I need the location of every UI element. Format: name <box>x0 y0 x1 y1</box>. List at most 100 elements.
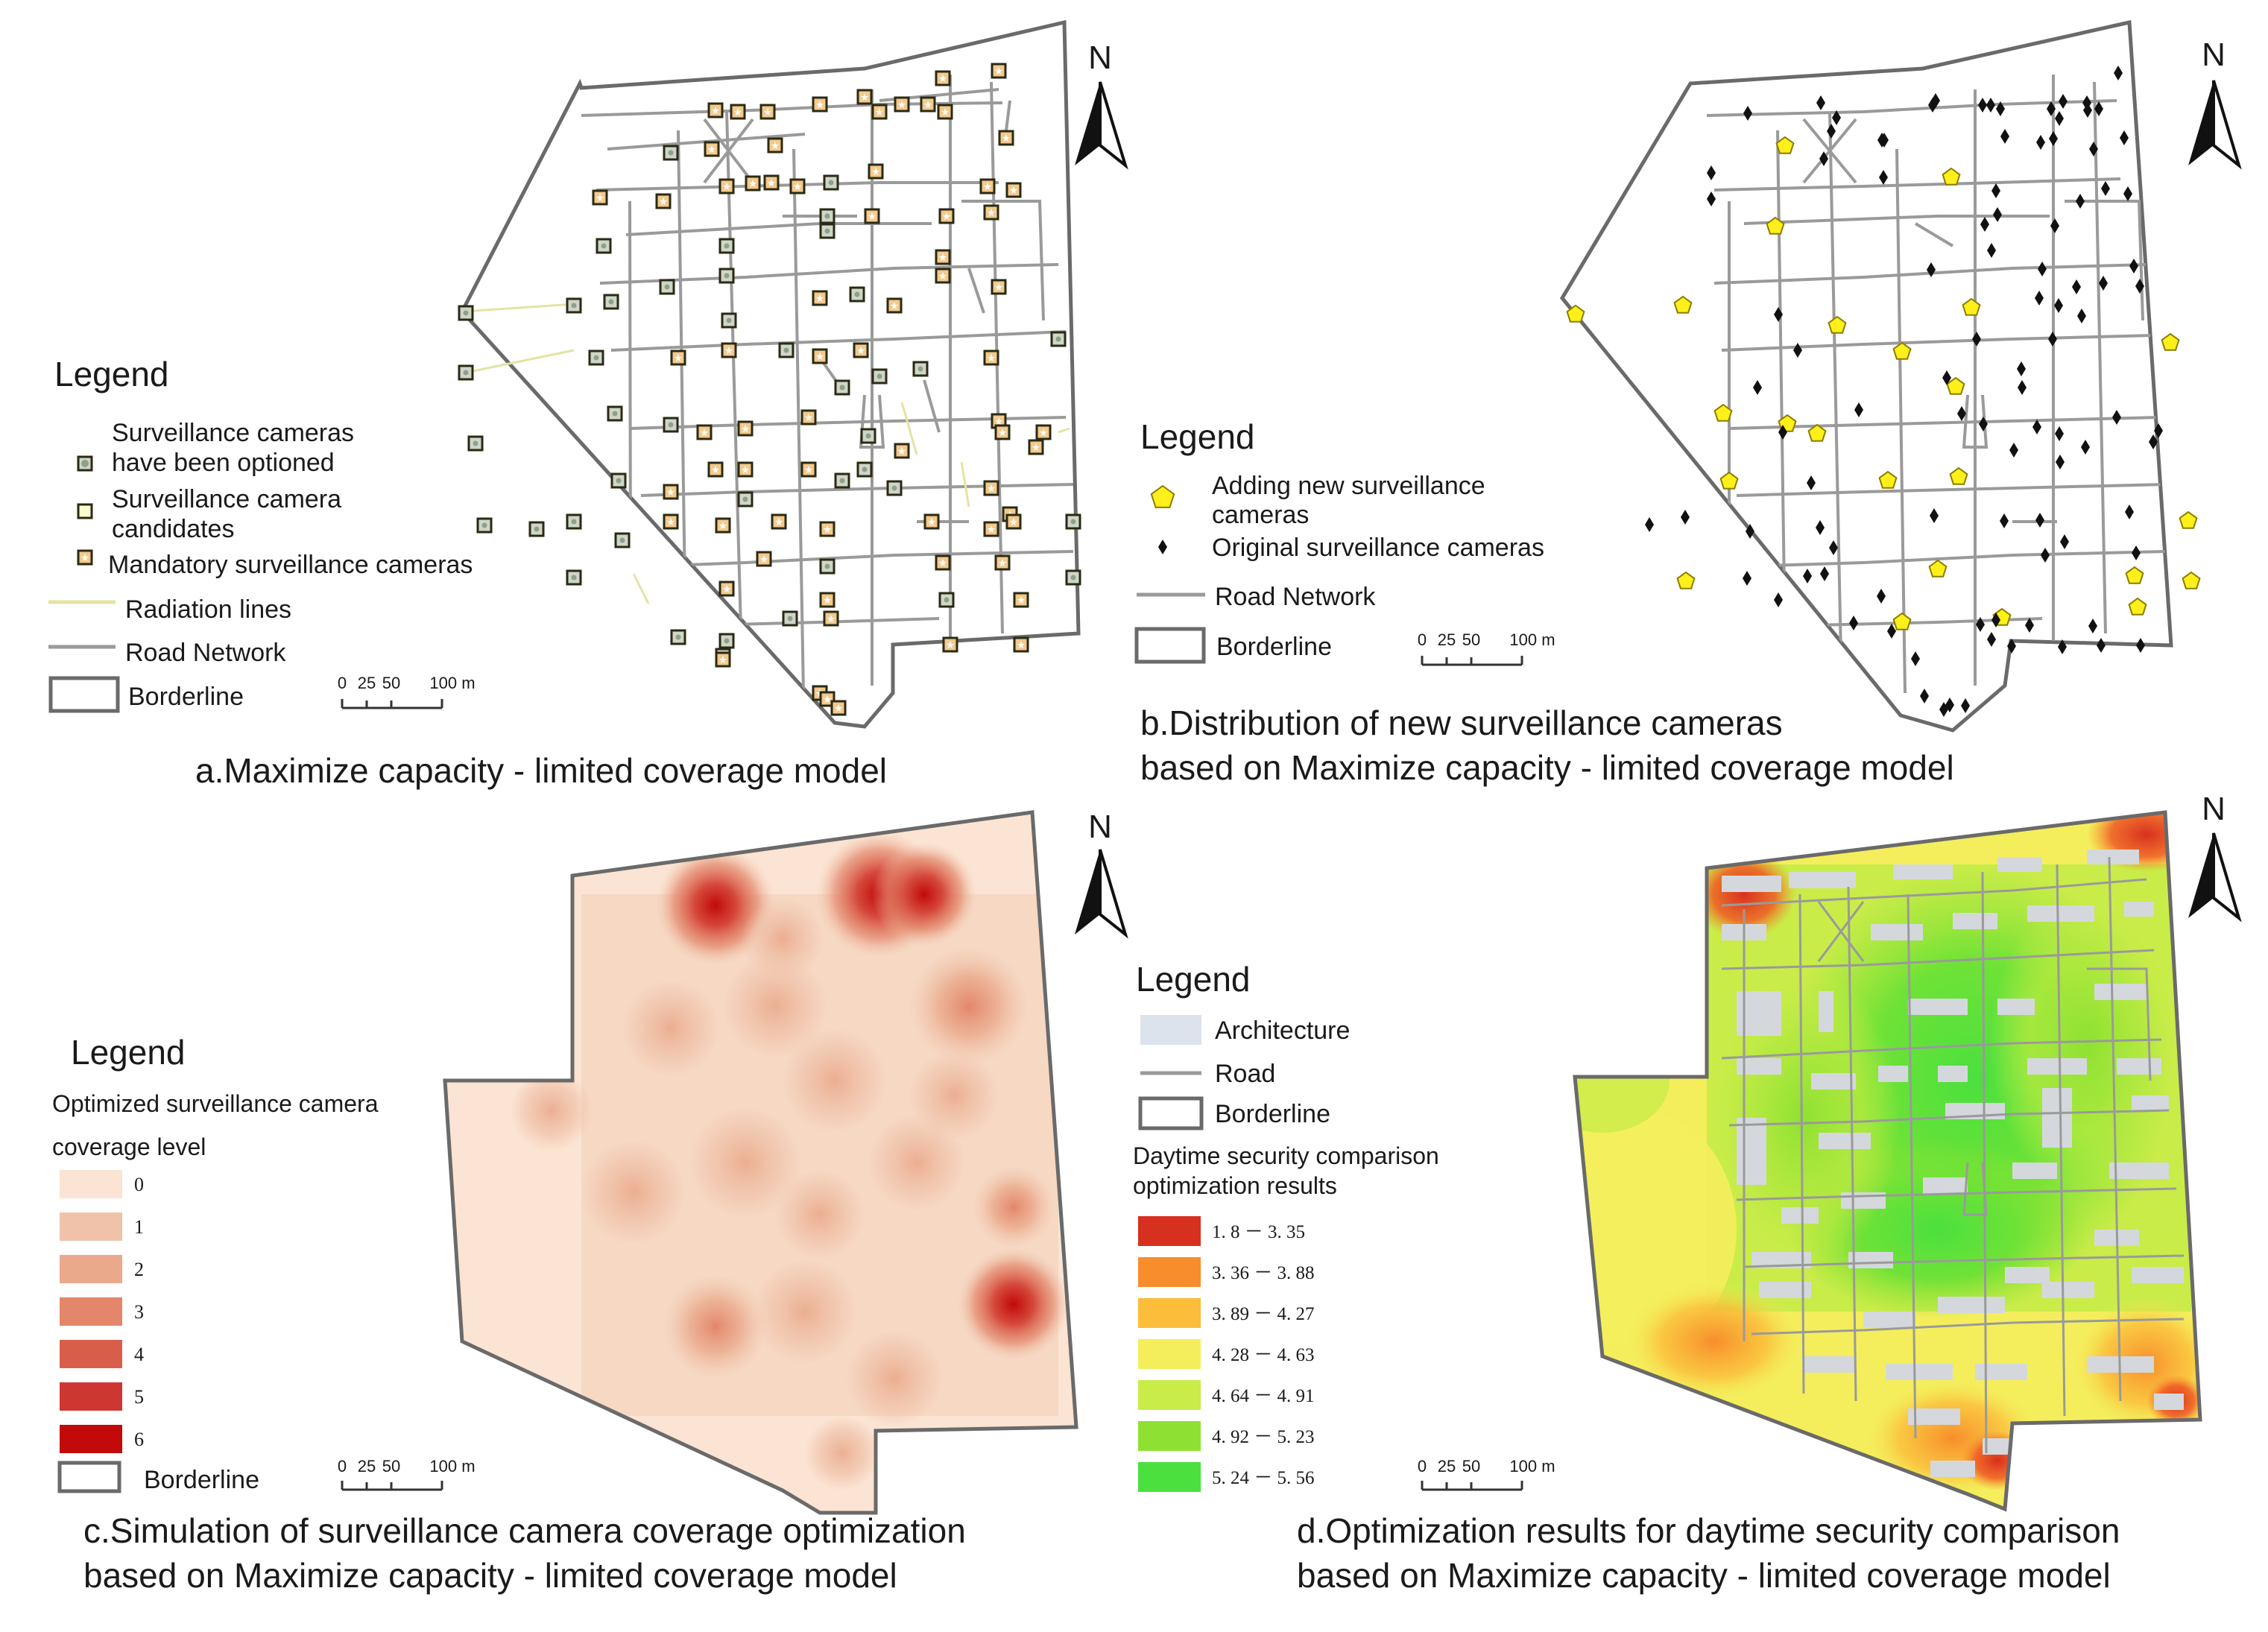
legend-b: Legend Adding new surveillance cameras Or… <box>1134 417 1544 664</box>
new-camera-icon <box>1828 315 1847 334</box>
candidate-camera-icon <box>1065 569 1081 586</box>
original-camera-icon <box>2059 94 2068 109</box>
mandatory-camera-icon <box>991 279 1007 295</box>
mandatory-camera-icon <box>721 342 737 358</box>
legend-items: Adding new surveillance cameras Original … <box>1134 472 1544 664</box>
legend-class-label: 3 <box>134 1301 144 1323</box>
candidate-camera-icon <box>1065 513 1081 530</box>
original-camera-icon <box>1978 98 1987 113</box>
original-camera-icon <box>2009 443 2018 458</box>
building-footprint <box>2087 850 2139 864</box>
original-camera-icon <box>2049 131 2058 146</box>
mandatory-camera-icon <box>730 104 746 120</box>
mandatory-camera-icon <box>871 104 888 120</box>
mandatory-camera-icon <box>868 163 884 180</box>
svg-text:50: 50 <box>1462 630 1480 649</box>
legend-title: Legend <box>54 355 169 393</box>
original-camera-icon <box>2007 639 2016 654</box>
map-a <box>458 19 1081 729</box>
mandatory-camera-icon <box>894 443 910 459</box>
building-footprint <box>1871 924 1923 940</box>
legend-swatch <box>1138 1462 1201 1492</box>
legend-label: Borderline <box>128 683 244 711</box>
legend-class-label: 4 <box>134 1344 144 1365</box>
scale-bar-c: 0 25 50 100 m <box>338 1457 476 1491</box>
mandatory-camera-icon <box>663 513 679 530</box>
road-d <box>1721 856 2185 1454</box>
mandatory-camera-icon <box>920 96 936 113</box>
original-camera-icon <box>2041 548 2050 563</box>
building-footprint <box>1908 999 1968 1015</box>
mandatory-camera-icon <box>756 551 772 567</box>
candidate-camera-icon <box>886 480 903 496</box>
mandatory-camera-icon <box>1035 424 1052 440</box>
original-camera-icon <box>1987 632 1996 647</box>
map-b <box>1559 19 2201 733</box>
legend-label: Mandatory surveillance cameras <box>108 551 473 579</box>
mandatory-camera-icon <box>886 297 903 314</box>
original-camera-icon <box>1961 698 1970 713</box>
mandatory-camera-icon <box>937 104 953 120</box>
svg-text:0: 0 <box>1418 630 1427 649</box>
candidate-camera-icon <box>596 238 612 254</box>
diamond-icon <box>1158 540 1167 554</box>
architecture-swatch-icon <box>1140 1015 1201 1045</box>
mandatory-camera-icon <box>707 461 724 478</box>
north-arrow-outline <box>1099 849 1128 939</box>
building-footprint <box>1863 1312 1915 1328</box>
coverage-raster-c <box>511 831 1070 1490</box>
building-footprint <box>2154 1394 2184 1410</box>
building-footprint <box>1759 1282 1811 1298</box>
original-camera-icon <box>1880 133 1889 148</box>
svg-text:100 m: 100 m <box>1509 630 1555 649</box>
mandatory-camera-icon <box>737 420 754 437</box>
legend-class-label: 4. 64 － 4. 91 <box>1212 1386 1315 1406</box>
legend-swatch <box>1138 1216 1201 1246</box>
north-arrow-d: N <box>2188 791 2242 923</box>
optioned-camera-icon <box>824 213 830 219</box>
scale-bar-b: 0 25 50 100 m <box>1418 630 1555 666</box>
panel-b: Legend Adding new surveillance cameras Or… <box>1134 19 2242 787</box>
svg-text:100 m: 100 m <box>429 674 475 692</box>
new-camera-icon <box>1892 341 1912 360</box>
mandatory-camera-icon <box>696 424 713 440</box>
candidate-camera-icon <box>603 294 619 310</box>
new-camera-icon <box>1713 403 1733 422</box>
mandatory-camera-icon <box>864 208 880 224</box>
candidate-camera-icon <box>938 592 955 608</box>
mandatory-camera-icon <box>1005 513 1022 530</box>
original-camera-icon <box>1931 93 1940 108</box>
new-camera-icon <box>1878 470 1898 489</box>
north-arrow-b: N <box>2188 37 2242 170</box>
borderline-c <box>443 810 1078 1515</box>
building-footprint <box>2132 1095 2169 1112</box>
legend-c: Legend Optimized surveillance camera cov… <box>52 1033 379 1494</box>
mandatory-camera-icon <box>819 521 836 537</box>
legend-swatch <box>60 1170 122 1198</box>
mandatory-camera-icon <box>670 350 686 366</box>
new-camera-icon <box>1928 559 1948 578</box>
mandatory-camera-icon <box>983 204 999 221</box>
legend-subtitle-line1: Daytime security comparison <box>1133 1142 1439 1169</box>
original-camera-icon <box>1911 651 1920 666</box>
mandatory-camera-icon <box>923 513 940 530</box>
mandatory-camera-icon <box>767 137 783 154</box>
caption-d-line1: d.Optimization results for daytime secur… <box>1297 1511 2120 1550</box>
legend-border-label: Borderline <box>144 1466 259 1494</box>
original-camera-icon <box>2099 276 2108 291</box>
candidate-camera-icon <box>588 350 604 366</box>
north-arrow-a: N <box>1075 39 1128 170</box>
building-footprint <box>1997 857 2042 872</box>
caption-c-line2: based on Maximize capacity - limited cov… <box>83 1556 897 1595</box>
new-camera-icon <box>1962 297 1981 316</box>
optioned-camera-icon <box>668 150 674 156</box>
new-camera-icon <box>1775 136 1795 154</box>
building-footprint <box>2109 1163 2169 1179</box>
candidate-camera-icon <box>458 305 474 321</box>
border-box-icon <box>1138 1096 1204 1130</box>
candidate-camera-icon <box>458 364 474 381</box>
legend-swatch <box>60 1425 122 1453</box>
candidate-camera-icon <box>778 342 795 358</box>
scale-bar-a: 0 25 50 100 m <box>338 674 476 709</box>
